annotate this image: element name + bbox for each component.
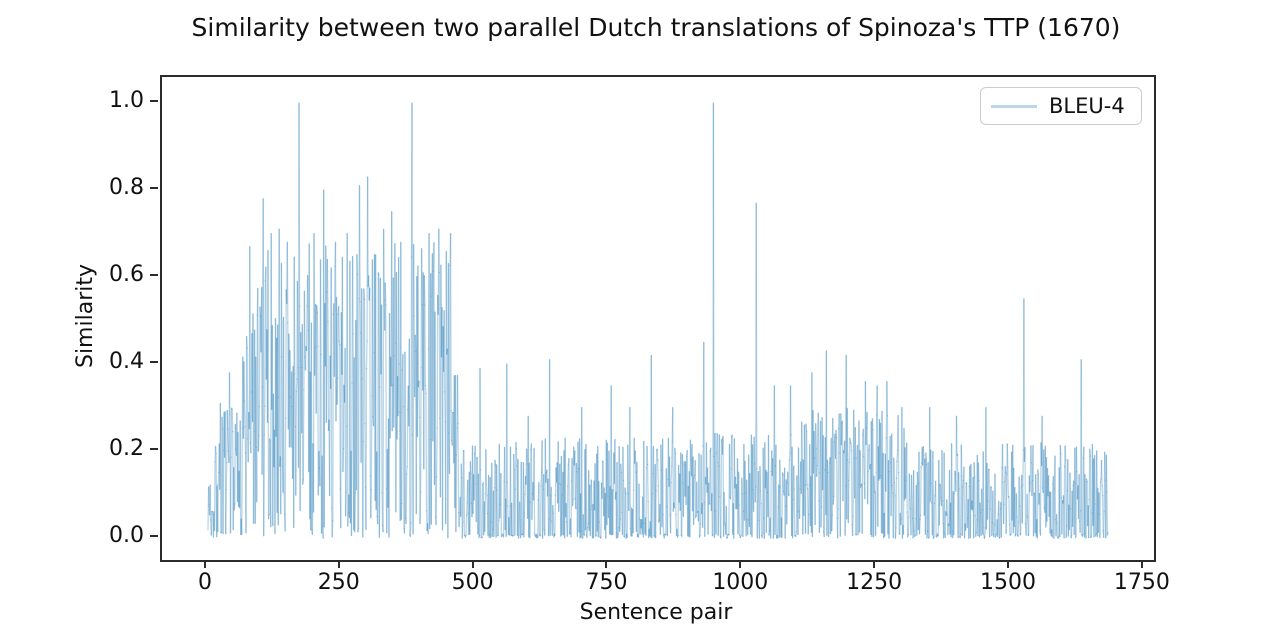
x-tick-label: 1250	[846, 570, 903, 595]
x-tick-label: 1000	[712, 570, 769, 595]
y-tick-mark	[150, 448, 158, 451]
x-tick-label: 500	[451, 570, 494, 595]
x-tick-mark	[203, 560, 206, 568]
y-axis-label: Similarity	[73, 263, 98, 369]
legend-line-sample	[991, 104, 1037, 108]
chart-title: Similarity between two parallel Dutch tr…	[191, 13, 1121, 42]
x-tick-label: 250	[317, 570, 360, 595]
y-tick-mark	[150, 361, 158, 364]
x-tick-mark	[1006, 560, 1009, 568]
plot-area	[160, 75, 1156, 562]
x-tick-mark	[337, 560, 340, 568]
y-tick-mark	[150, 100, 158, 103]
y-tick-label: 0.2	[109, 436, 144, 462]
y-tick-mark	[150, 274, 158, 277]
y-tick-label: 0.8	[109, 175, 144, 201]
y-tick-label: 0.0	[109, 523, 144, 549]
y-tick-mark	[150, 535, 158, 538]
x-tick-mark	[873, 560, 876, 568]
bleu4-line-series	[207, 102, 1109, 539]
y-tick-label: 0.4	[109, 349, 144, 375]
x-tick-label: 0	[197, 570, 212, 595]
x-tick-label: 750	[585, 570, 628, 595]
y-tick-label: 0.6	[109, 262, 144, 288]
x-tick-mark	[471, 560, 474, 568]
x-tick-mark	[739, 560, 742, 568]
x-axis-label: Sentence pair	[579, 600, 733, 625]
y-tick-label: 1.0	[109, 88, 144, 114]
x-tick-label: 1500	[979, 570, 1036, 595]
y-tick-mark	[150, 187, 158, 190]
legend-label: BLEU-4	[1049, 94, 1125, 118]
x-tick-mark	[605, 560, 608, 568]
legend: BLEU-4	[980, 87, 1142, 125]
x-tick-mark	[1140, 560, 1143, 568]
x-tick-label: 1750	[1113, 570, 1170, 595]
